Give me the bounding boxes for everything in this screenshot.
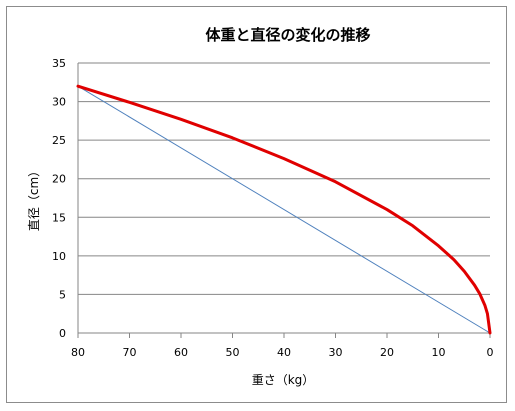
y-tick-label: 25	[52, 134, 66, 147]
y-tick-label: 15	[52, 211, 66, 224]
series-line-2	[77, 85, 491, 334]
x-tick-label: 70	[123, 346, 137, 359]
x-tick-label: 50	[226, 346, 240, 359]
x-tick-label: 10	[432, 346, 446, 359]
y-tick-label: 0	[59, 327, 66, 340]
y-tick-label: 30	[52, 96, 66, 109]
series-group	[76, 84, 492, 335]
y-tick-label: 20	[52, 173, 66, 186]
y-tick-label: 5	[59, 288, 66, 301]
x-axis-label: 重さ（kg）	[252, 373, 315, 387]
x-tick-label: 20	[380, 346, 394, 359]
y-tick-labels: 0 5 10 15 20 25 30 35	[52, 57, 66, 340]
y-tick-label: 10	[52, 250, 66, 263]
x-tick-label: 80	[71, 346, 85, 359]
x-tick-label: 40	[277, 346, 291, 359]
y-axis-label: 直径（cm）	[27, 165, 41, 231]
x-tick-label: 30	[329, 346, 343, 359]
series-line-1	[76, 84, 492, 335]
x-tick-label: 0	[487, 346, 494, 359]
x-tick-label: 60	[174, 346, 188, 359]
y-tick-label: 35	[52, 57, 66, 70]
chart-title: 体重と直径の変化の推移	[205, 26, 370, 44]
x-tick-labels: 80 70 60 50 40 30 20 10 0	[71, 346, 494, 359]
grid	[77, 62, 491, 338]
chart-frame	[6, 6, 507, 403]
